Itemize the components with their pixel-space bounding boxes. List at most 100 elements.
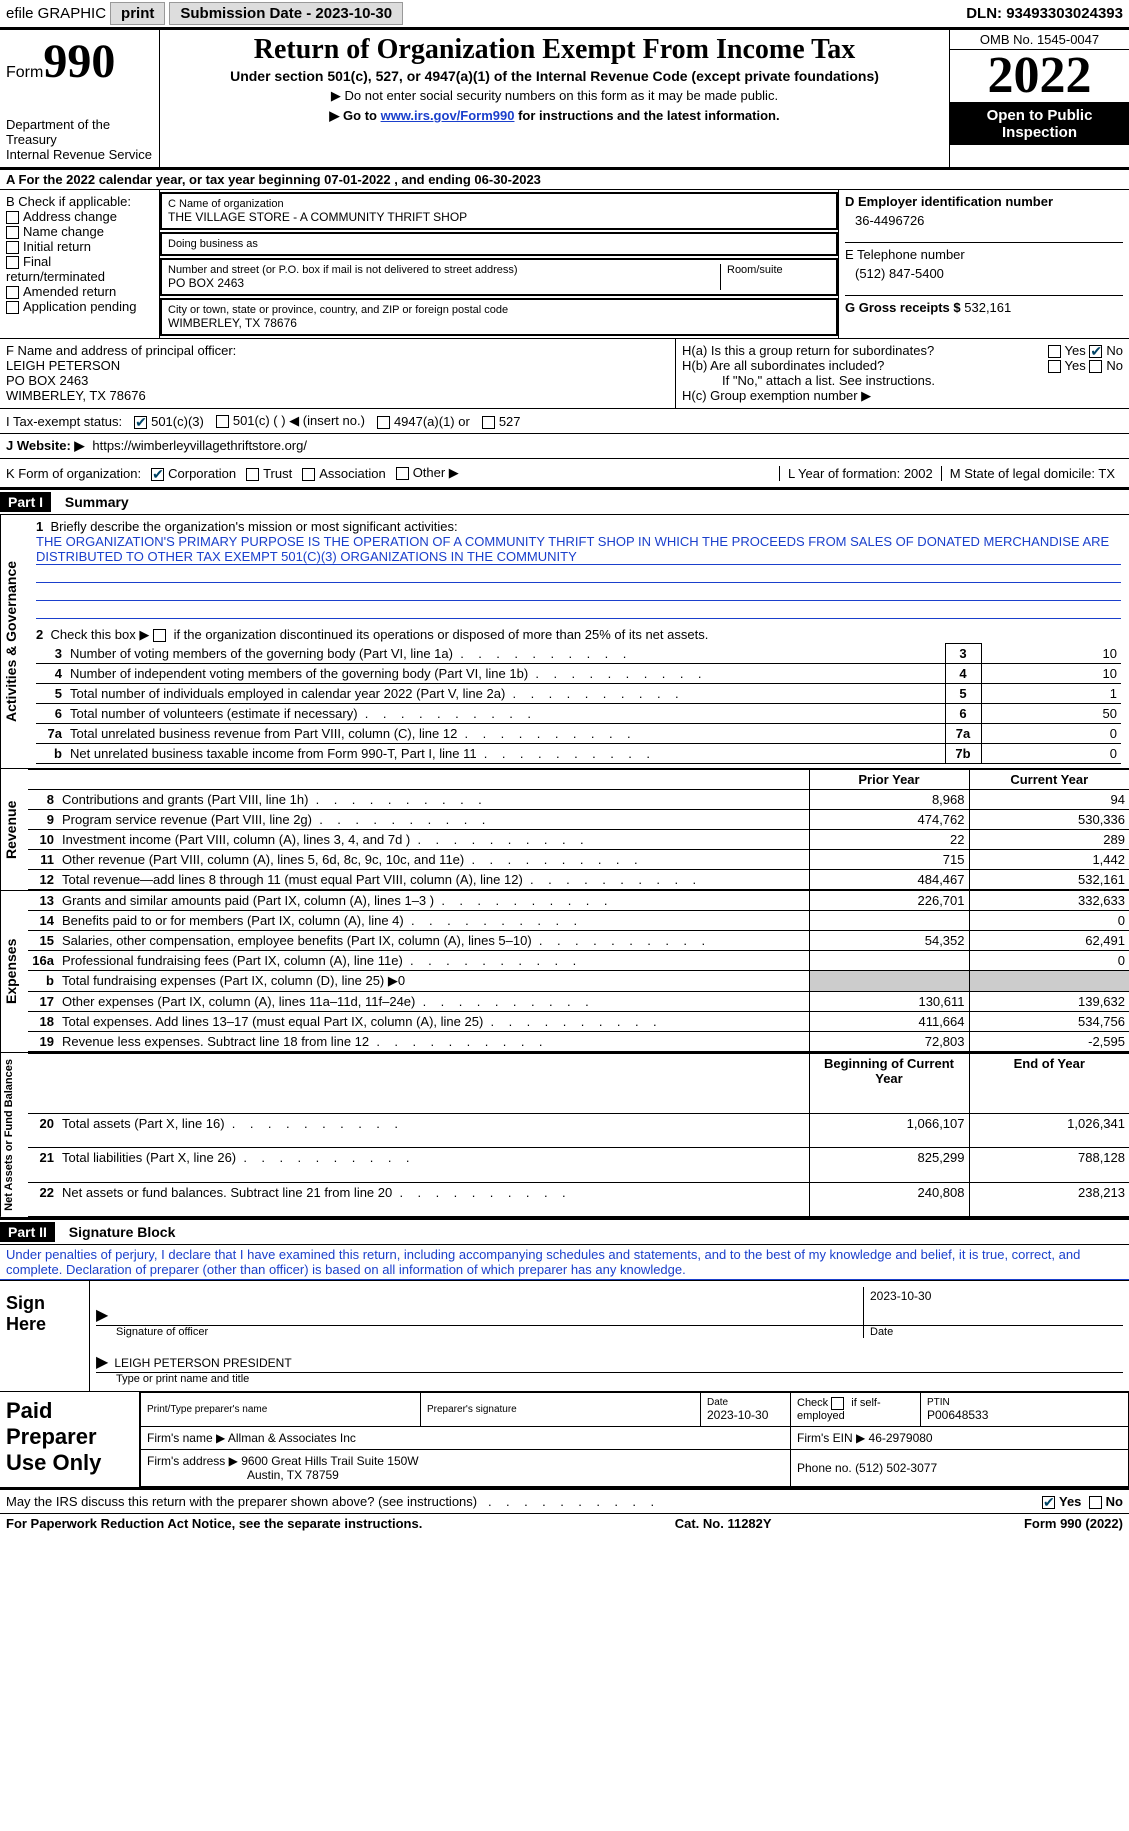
header-center: Return of Organization Exempt From Incom… <box>160 30 949 167</box>
vtab-expenses: Expenses <box>0 891 28 1052</box>
open-public: Open to Public Inspection <box>950 103 1129 145</box>
header-left: Form990 Department of the Treasury Inter… <box>0 30 160 167</box>
mission-text: THE ORGANIZATION'S PRIMARY PURPOSE IS TH… <box>36 534 1121 565</box>
ha-label: H(a) Is this a group return for subordin… <box>682 343 934 358</box>
cb-4947a1[interactable] <box>377 416 390 429</box>
officer-street: PO BOX 2463 <box>6 373 669 388</box>
expense-line: 17Other expenses (Part IX, column (A), l… <box>28 992 1129 1012</box>
firm-ein-label: Firm's EIN ▶ <box>797 1431 865 1445</box>
dept-treasury: Department of the Treasury <box>6 117 153 147</box>
expenses-table: 13Grants and similar amounts paid (Part … <box>28 891 1129 1052</box>
firm-addr-val: 9600 Great Hills Trail Suite 150W <box>241 1454 418 1468</box>
activities-section: Activities & Governance 1 Briefly descri… <box>0 515 1129 769</box>
cb-discuss-no[interactable] <box>1089 1496 1102 1509</box>
irs-label: Internal Revenue Service <box>6 147 153 163</box>
tel-label-row: E Telephone number <box>845 242 1123 262</box>
sign-here-label: Sign Here <box>0 1281 90 1391</box>
form-title: Return of Organization Exempt From Incom… <box>168 34 941 66</box>
cb-assoc[interactable] <box>302 468 315 481</box>
expense-line: 13Grants and similar amounts paid (Part … <box>28 891 1129 911</box>
cb-hb-yes[interactable] <box>1048 360 1061 373</box>
lbl-address-change: Address change <box>23 209 117 224</box>
discuss-row: May the IRS discuss this return with the… <box>0 1490 1129 1513</box>
expense-line: 15Salaries, other compensation, employee… <box>28 931 1129 951</box>
dln-label: DLN: 93493303024393 <box>966 5 1123 22</box>
cb-501c[interactable] <box>216 415 229 428</box>
sign-date-label: Date <box>863 1326 1123 1338</box>
gross-label: G Gross receipts $ <box>845 300 961 315</box>
ssn-notice: ▶ Do not enter social security numbers o… <box>168 88 941 104</box>
officer-label: F Name and address of principal officer: <box>6 343 669 358</box>
arrow-icon-2: ▶ <box>96 1354 108 1371</box>
efile-label: efile GRAPHIC <box>6 5 106 22</box>
irs-link[interactable]: www.irs.gov/Form990 <box>381 108 515 123</box>
part1-header-row: Part I Summary <box>0 490 1129 515</box>
cb-app-pending[interactable] <box>6 301 19 314</box>
expense-line: 19Revenue less expenses. Subtract line 1… <box>28 1032 1129 1052</box>
q1-label: Briefly describe the organization's miss… <box>50 519 457 534</box>
goto-line: ▶ Go to www.irs.gov/Form990 for instruct… <box>168 108 941 124</box>
cat-no: Cat. No. 11282Y <box>675 1516 772 1531</box>
ein-value: 36-4496726 <box>845 209 1123 232</box>
lbl-assoc: Association <box>319 466 385 481</box>
prep-name-label: Print/Type preparer's name <box>147 1404 414 1415</box>
year-formation-label: L Year of formation: <box>788 466 900 481</box>
cb-initial-return[interactable] <box>6 241 19 254</box>
balance-line: 20Total assets (Part X, line 16)1,066,10… <box>28 1114 1129 1148</box>
discuss-no: No <box>1106 1494 1123 1509</box>
hb-no: No <box>1106 358 1123 373</box>
expenses-section: Expenses 13Grants and similar amounts pa… <box>0 891 1129 1053</box>
cb-501c3[interactable] <box>134 416 147 429</box>
lbl-name-change: Name change <box>23 224 104 239</box>
vtab-netassets: Net Assets or Fund Balances <box>0 1053 28 1217</box>
cb-address-change[interactable] <box>6 211 19 224</box>
balance-line: 21Total liabilities (Part X, line 26)825… <box>28 1148 1129 1182</box>
cb-corp[interactable] <box>151 468 164 481</box>
room-label: Room/suite <box>720 264 830 290</box>
block-h: H(a) Is this a group return for subordin… <box>676 339 1129 408</box>
revenue-section: Revenue Prior YearCurrent Year8Contribut… <box>0 769 1129 891</box>
firm-addr-label: Firm's address ▶ <box>147 1454 238 1468</box>
block-i: I Tax-exempt status: 501(c)(3) 501(c) ( … <box>0 409 1129 434</box>
hb-note: If "No," attach a list. See instructions… <box>682 373 1123 388</box>
paperwork-notice: For Paperwork Reduction Act Notice, see … <box>6 1516 422 1531</box>
cb-final-return[interactable] <box>6 256 19 269</box>
officer-name: LEIGH PETERSON <box>6 358 669 373</box>
revenue-line: 12Total revenue—add lines 8 through 11 (… <box>28 870 1129 890</box>
officer-name-title: LEIGH PETERSON PRESIDENT <box>114 1356 291 1370</box>
cb-other[interactable] <box>396 467 409 480</box>
tax-status-label: I Tax-exempt status: <box>6 414 122 429</box>
paid-preparer-label: Paid Preparer Use Only <box>0 1392 140 1487</box>
arrow-icon: ▶ <box>96 1307 108 1324</box>
summary-line: 3Number of voting members of the governi… <box>36 644 1121 664</box>
block-f: F Name and address of principal officer:… <box>0 339 676 408</box>
lbl-other: Other ▶ <box>413 465 459 480</box>
summary-line: 7aTotal unrelated business revenue from … <box>36 724 1121 744</box>
cb-discuss-yes[interactable] <box>1042 1496 1055 1509</box>
ptin-label: PTIN <box>927 1397 1122 1408</box>
cb-name-change[interactable] <box>6 226 19 239</box>
revenue-line: 8Contributions and grants (Part VIII, li… <box>28 790 1129 810</box>
street-value: PO BOX 2463 <box>168 276 720 290</box>
domicile-val: TX <box>1098 466 1115 481</box>
footer-row: For Paperwork Reduction Act Notice, see … <box>0 1514 1129 1541</box>
lbl-4947a1: 4947(a)(1) or <box>394 414 470 429</box>
print-button[interactable]: print <box>110 2 165 25</box>
city-value: WIMBERLEY, TX 78676 <box>168 316 830 330</box>
balance-table: Beginning of Current YearEnd of Year20To… <box>28 1053 1129 1217</box>
cb-q2[interactable] <box>153 629 166 642</box>
cb-ha-yes[interactable] <box>1048 345 1061 358</box>
firm-ein-val: 46-2979080 <box>869 1431 933 1445</box>
cb-hb-no[interactable] <box>1089 360 1102 373</box>
prep-sig-label: Preparer's signature <box>427 1404 694 1415</box>
form-word: Form <box>6 64 43 81</box>
cb-self-emp[interactable] <box>831 1397 844 1410</box>
block-deg: D Employer identification number 36-4496… <box>839 190 1129 338</box>
officer-city: WIMBERLEY, TX 78676 <box>6 388 669 403</box>
preparer-table-wrap: Print/Type preparer's name Preparer's si… <box>140 1392 1129 1487</box>
cb-527[interactable] <box>482 416 495 429</box>
cb-amended[interactable] <box>6 286 19 299</box>
block-b: B Check if applicable: Address change Na… <box>0 190 160 338</box>
cb-ha-no[interactable] <box>1089 345 1102 358</box>
cb-trust[interactable] <box>246 468 259 481</box>
